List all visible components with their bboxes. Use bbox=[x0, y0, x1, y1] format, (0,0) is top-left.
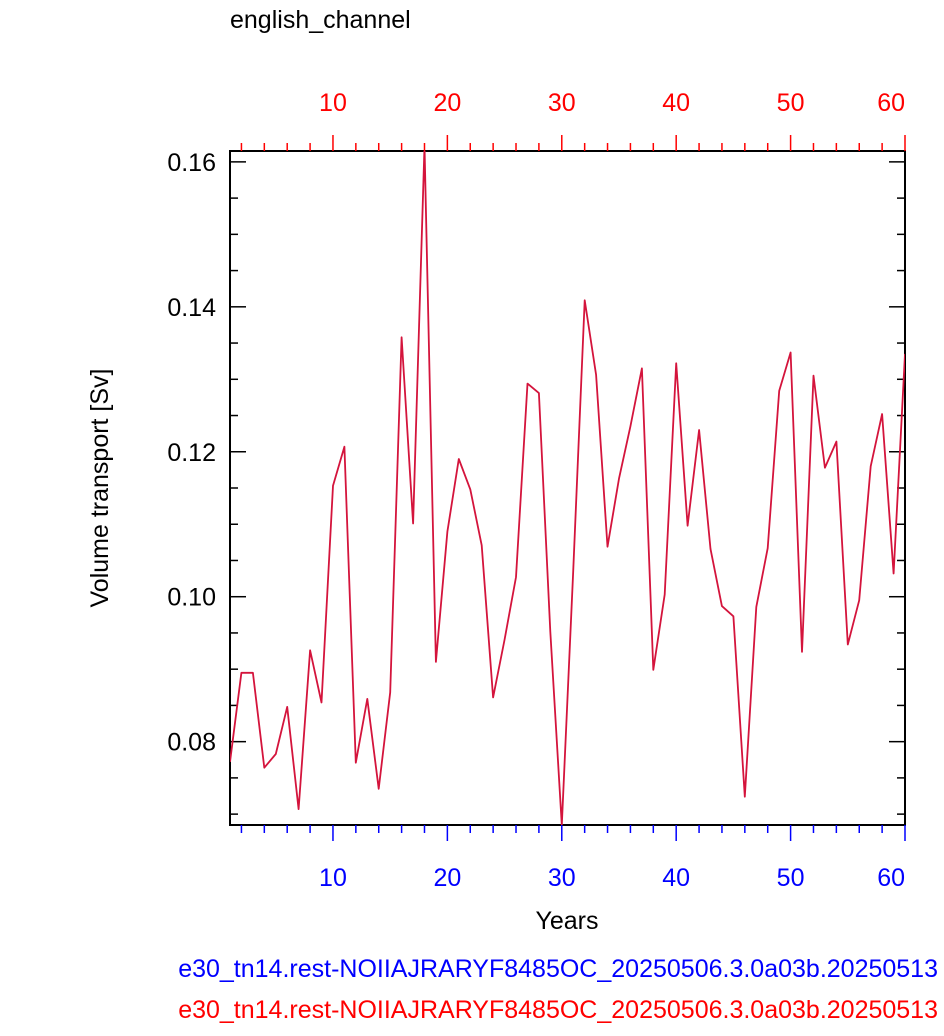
x-bottom-tick-label: 40 bbox=[662, 864, 690, 892]
x-bottom-tick-label: 20 bbox=[433, 864, 461, 892]
x-axis-top: 10 20 30 40 50 60 bbox=[240, 89, 906, 151]
y-tick-label: 0.08 bbox=[167, 729, 216, 757]
x-top-tick-label: 50 bbox=[777, 89, 805, 117]
x-top-tick-label: 60 bbox=[877, 89, 905, 117]
x-axis-label: Years bbox=[535, 907, 598, 935]
series-line-1 bbox=[230, 151, 905, 825]
x-bottom-tick-label: 10 bbox=[319, 864, 347, 892]
y-tick-label: 0.16 bbox=[167, 149, 216, 177]
y-tick-label: 0.12 bbox=[167, 439, 216, 467]
plot-frame bbox=[229, 150, 906, 826]
y-axis: 0.08 0.10 0.12 0.14 0.16 bbox=[167, 149, 905, 815]
chart-title: english_channel bbox=[230, 6, 411, 34]
x-top-tick-label: 20 bbox=[433, 89, 461, 117]
case-caption-red: e30_tn14.rest-NOIIAJRARYF8485OC_20250506… bbox=[178, 996, 938, 1024]
x-top-tick-label: 40 bbox=[662, 89, 690, 117]
x-top-tick-label: 10 bbox=[319, 89, 347, 117]
x-axis-bottom: 10 20 30 40 50 60 bbox=[240, 825, 906, 892]
x-bottom-tick-label: 30 bbox=[548, 864, 576, 892]
y-tick-label: 0.10 bbox=[167, 584, 216, 612]
y-tick-label: 0.14 bbox=[167, 294, 216, 322]
x-bottom-tick-label: 50 bbox=[777, 864, 805, 892]
series-layer bbox=[230, 151, 905, 825]
line-chart: english_channel 0.08 0.10 0.12 0.14 0.16 10 2… bbox=[86, 6, 906, 935]
x-top-tick-label: 30 bbox=[548, 89, 576, 117]
x-bottom-tick-label: 60 bbox=[877, 864, 905, 892]
y-axis-label: Volume transport [Sv] bbox=[86, 368, 114, 607]
case-caption-blue: e30_tn14.rest-NOIIAJRARYF8485OC_20250506… bbox=[178, 955, 938, 983]
